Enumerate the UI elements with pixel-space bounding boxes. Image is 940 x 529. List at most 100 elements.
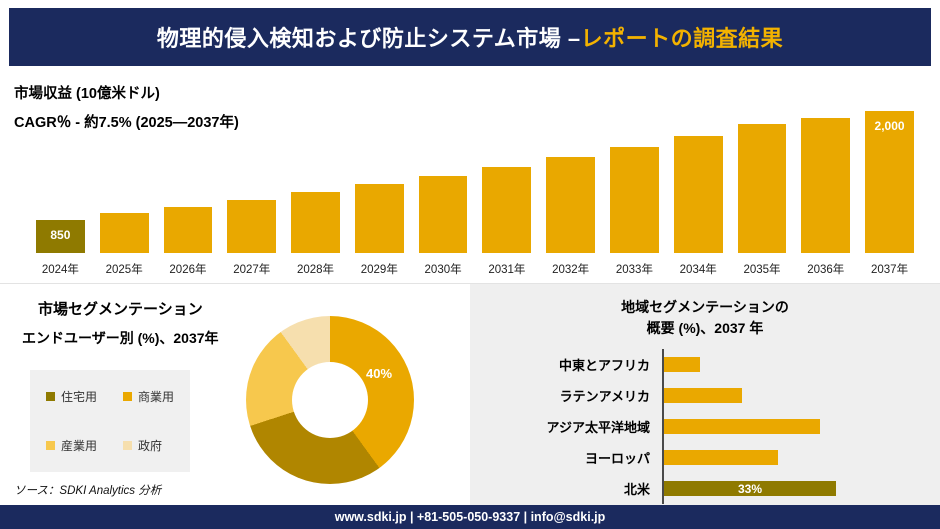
revenue-bar-slot: 2031年 [482,167,532,277]
region-row: 北米 33% [470,473,940,504]
revenue-bar-slot: 2027年 [227,200,277,277]
region-chart-title: 地域セグメンテーションの 概要 (%)、2037 年 [470,297,940,339]
x-axis-label: 2029年 [360,264,398,276]
revenue-bar: 2,000 [865,111,914,253]
source-note: ソース：SDKI Analytics 分析 [14,485,162,497]
revenue-bar-slot: 2030年 [418,176,468,277]
x-axis-label: 2028年 [296,264,335,276]
legend-swatch [123,441,133,450]
region-row: ラテンアメリカ [470,380,940,411]
region-label: アジア太平洋地域 [546,420,650,435]
x-axis-label: 2036年 [807,264,845,276]
region-row: 中東とアフリカ [470,349,940,380]
revenue-bar [354,184,404,253]
region-bar [664,388,742,403]
region-bar [664,357,700,372]
page-title-main: 物理的侵入検知および防止システム市場 – [156,26,581,51]
region-bar-annotation: 33% [737,481,763,496]
legend-item: 商業用 [123,388,174,405]
region-bar: 33% [664,481,836,496]
legend-item: 産業用 [46,437,97,454]
revenue-bar-slot: 2036年 [801,118,851,277]
bottom-panels: 市場セグメンテーション エンドユーザー別 (%)、2037年 住宅用 商業用産業用… [0,284,940,505]
revenue-bar-slot: 850 2024年 [36,220,85,277]
x-axis-label: 2031年 [488,264,526,276]
x-axis-label: 2035年 [743,264,781,276]
revenue-bar [482,167,532,253]
revenue-bar [291,192,340,253]
region-title-line1: 地域セグメンテーションの [621,299,789,315]
legend-label: 住宅用 [61,390,98,404]
region-bar-track [662,349,940,380]
x-axis-label: 2024年 [41,264,79,276]
revenue-bar [227,200,277,253]
x-axis-label: 2032年 [552,264,590,276]
x-axis-label: 2037年 [871,264,909,276]
region-label: ラテンアメリカ [559,389,650,404]
revenue-bar-chart: 850 2024年 2025年 2026年 2027年 2028年 2029年 2030年 20… [36,111,914,277]
region-row: ヨーロッパ [470,442,940,473]
revenue-chart-title: 市場収益 (10億米ドル) [14,86,160,102]
revenue-bar-slot: 2035年 [737,124,787,277]
revenue-bar-slot: 2025年 [99,213,149,277]
region-bar-track [662,411,940,442]
region-label: 北米 [623,482,650,497]
page-title: 物理的侵入検知および防止システム市場 –レポートの調査結果 [157,21,783,53]
segmentation-panel: 市場セグメンテーション エンドユーザー別 (%)、2037年 住宅用 商業用産業用… [0,284,470,505]
segmentation-subtitle: エンドユーザー別 (%)、2037年 [22,330,219,346]
donut-hole [292,362,368,438]
region-label: ヨーロッパ [584,451,650,466]
bar-value-label: 850 [50,228,71,242]
revenue-bar [546,157,596,253]
revenue-chart-cagr: CAGR％ - 約7.5% (2025―2037年) [14,115,239,131]
x-axis-label: 2027年 [233,264,271,276]
donut-legend: 住宅用 商業用産業用 政府 [30,370,191,472]
revenue-bar-slot: 2,000 2037年 [865,111,914,277]
region-label: 中東とアフリカ [558,358,650,373]
revenue-bar [99,213,149,253]
footer-contact: www.sdki.jp | +81-505-050-9337 | info@sd… [334,510,606,524]
revenue-bar-slot: 2026年 [163,207,213,277]
footer: www.sdki.jp | +81-505-050-9337 | info@sd… [0,505,940,529]
revenue-bar: 850 [36,220,85,253]
x-axis-label: 2034年 [679,264,717,276]
revenue-bar [610,147,659,253]
region-bar [664,450,778,465]
revenue-bar-slot: 2029年 [354,184,404,277]
region-bar-track: 33% [662,473,940,504]
x-axis-label: 2026年 [169,264,207,276]
x-axis-label: 2033年 [615,264,653,276]
region-title-line2: 概要 (%)、2037 年 [646,320,764,336]
revenue-bar [801,118,851,253]
legend-item: 住宅用 [46,388,97,405]
donut-callout-label: 40% [366,366,393,381]
revenue-chart-section: 市場収益 (10億米ドル) CAGR％ - 約7.5% (2025―2037年)… [0,66,940,284]
region-bar-track [662,442,940,473]
legend-label: 商業用 [138,390,175,404]
revenue-bar-slot: 2028年 [291,192,340,277]
legend-swatch [123,392,133,401]
x-axis-label: 2025年 [105,264,143,276]
region-bar-track [662,380,940,411]
legend-swatch [46,392,55,401]
revenue-bar-slot: 2033年 [610,147,659,277]
region-bar [664,419,820,434]
revenue-bar [737,124,787,253]
segmentation-title: 市場セグメンテーション [38,301,203,318]
revenue-bar-slot: 2034年 [673,136,723,277]
region-bar-chart: 中東とアフリカ ラテンアメリカアジア太平洋地域ヨーロッパ北米 33% [470,349,940,504]
legend-label: 政府 [138,439,163,453]
header: 物理的侵入検知および防止システム市場 –レポートの調査結果 [9,8,931,66]
revenue-bar [418,176,468,253]
region-panel: 地域セグメンテーションの 概要 (%)、2037 年 中東とアフリカ ラテンアメリ… [470,284,940,505]
bar-value-label: 2,000 [874,119,905,133]
legend-swatch [46,441,55,450]
revenue-bar-slot: 2032年 [546,157,596,277]
legend-item: 政府 [123,437,174,454]
x-axis-label: 2030年 [424,264,462,276]
page-title-accent: レポートの調査結果 [580,26,784,51]
region-row: アジア太平洋地域 [470,411,940,442]
revenue-bar [163,207,213,253]
legend-label: 産業用 [61,439,98,453]
